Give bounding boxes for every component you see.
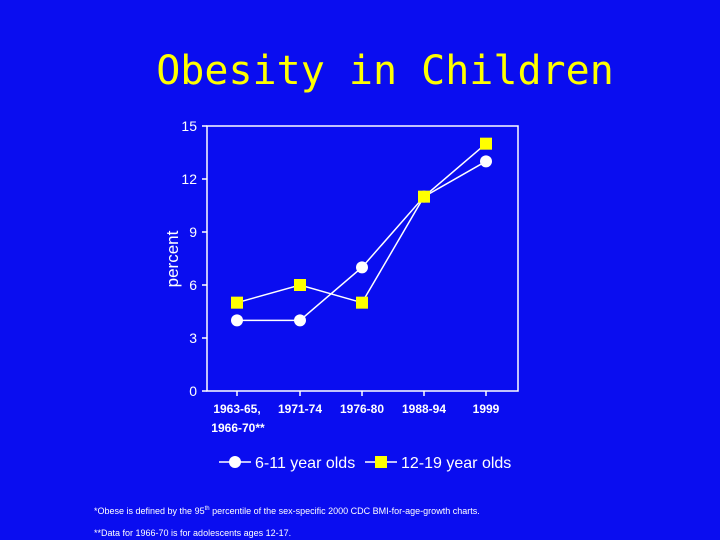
legend-marker-6-11 — [229, 456, 241, 468]
data-point-12-19 — [418, 190, 430, 203]
data-point-12-19 — [231, 296, 243, 309]
legend-marker-12-19 — [375, 456, 387, 468]
legend-label-12-19: 12-19 year olds — [401, 455, 511, 472]
y-axis-label: percent — [163, 230, 182, 287]
y-tick-label: 15 — [181, 118, 197, 134]
data-point-6-11 — [356, 261, 368, 274]
data-point-6-11 — [294, 314, 306, 327]
x-tick-label: 1971-74 — [278, 402, 322, 416]
plot-frame — [206, 125, 519, 392]
x-tick-label: 1988-94 — [402, 402, 446, 416]
data-point-12-19 — [356, 296, 368, 309]
y-tick-label: 3 — [189, 330, 197, 346]
data-point-6-11 — [480, 155, 492, 168]
y-tick-label: 6 — [189, 277, 197, 293]
x-tick-label: 1963-65, 1966-70** — [211, 402, 265, 435]
series-line-2 — [236, 143, 487, 304]
footnote-obese-definition: *Obese is defined by the 95th percentile… — [94, 506, 480, 516]
series-line-1 — [237, 160, 487, 322]
x-tick-label: 1976-80 — [340, 402, 384, 416]
data-point-12-19 — [480, 137, 492, 150]
chart-title: Obesity in Children — [156, 48, 614, 94]
data-point-6-11 — [231, 314, 243, 327]
y-tick-label: 9 — [189, 224, 197, 240]
legend-label-6-11: 6-11 year olds — [255, 455, 355, 472]
y-tick-label: 12 — [181, 171, 197, 187]
x-tick-label: 1999 — [473, 402, 500, 416]
data-point-12-19 — [294, 279, 306, 291]
footnote-data-note: **Data for 1966-70 is for adolescents ag… — [94, 528, 292, 538]
y-tick-label: 0 — [189, 383, 197, 399]
